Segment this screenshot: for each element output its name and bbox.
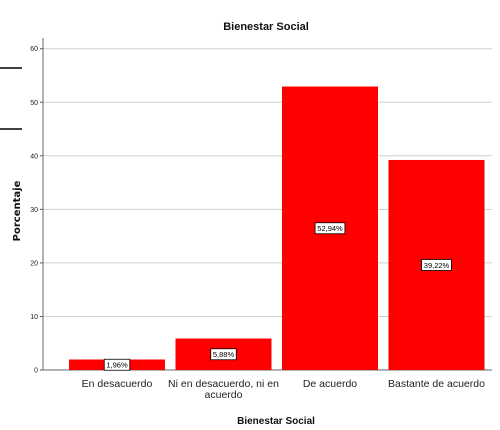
y-tick-label: 40 — [30, 153, 38, 160]
chart-title: Bienestar Social — [223, 21, 309, 33]
side-marks — [0, 67, 22, 130]
data-labels: 1,96% 5,88% 52,94% 39,22% — [103, 222, 452, 371]
data-label: 5,88% — [213, 350, 235, 359]
x-axis-label: Bienestar Social — [237, 416, 315, 427]
x-tick-label: Ni en desacuerdo, ni en — [168, 378, 279, 390]
y-axis-label: Porcentaje — [12, 180, 23, 241]
data-label: 1,96% — [106, 361, 128, 370]
data-label-box — [210, 348, 237, 361]
data-label-box — [314, 222, 346, 235]
data-label: 52,94% — [317, 224, 343, 233]
y-tick-label: 10 — [30, 314, 38, 321]
x-tick-label: acuerdo — [205, 389, 243, 401]
y-tick-labels: 0 10 20 30 40 50 60 — [30, 46, 38, 374]
y-tick-label: 0 — [34, 368, 38, 375]
x-tick-label: En desacuerdo — [82, 378, 153, 390]
data-label-box — [421, 259, 452, 271]
y-tick-label: 30 — [30, 207, 38, 214]
data-label: 39,22% — [424, 261, 450, 270]
y-tick-label: 20 — [30, 260, 38, 267]
x-tick-label: De acuerdo — [303, 378, 357, 390]
x-tick-labels: En desacuerdo Ni en desacuerdo, ni enacue… — [82, 378, 485, 401]
y-tick-label: 50 — [30, 100, 38, 107]
gridlines — [40, 48, 492, 371]
data-label-box — [103, 358, 131, 371]
x-tick-label: Bastante de acuerdo — [388, 378, 485, 390]
bars — [69, 86, 485, 371]
y-tick-label: 60 — [30, 46, 38, 53]
